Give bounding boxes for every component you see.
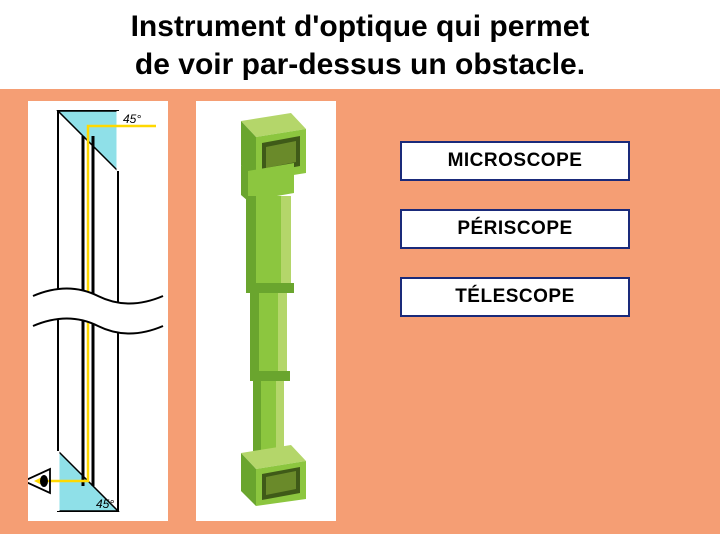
answer-button-periscope[interactable]: PÉRISCOPE — [400, 209, 630, 249]
periscope-3d — [196, 101, 336, 521]
answer-label: PÉRISCOPE — [457, 218, 572, 240]
title-line-2: de voir par-dessus un obstacle. — [135, 48, 585, 81]
angle-label-bottom: 45° — [96, 497, 114, 511]
diagram-panel: 45° 45° — [28, 101, 168, 521]
question-title: Instrument d'optique qui permet de voir … — [0, 0, 720, 89]
title-line-1: Instrument d'optique qui permet — [131, 10, 590, 43]
periscope-diagram: 45° 45° — [28, 101, 168, 521]
render-panel — [196, 101, 336, 521]
stage: 45° 45° — [0, 89, 720, 534]
answer-button-telescope[interactable]: TÉLESCOPE — [400, 277, 630, 317]
answer-button-microscope[interactable]: MICROSCOPE — [400, 141, 630, 181]
angle-label-top: 45° — [123, 112, 141, 126]
answer-label: MICROSCOPE — [448, 150, 583, 172]
break-marks — [33, 289, 163, 334]
answer-label: TÉLESCOPE — [455, 286, 575, 308]
